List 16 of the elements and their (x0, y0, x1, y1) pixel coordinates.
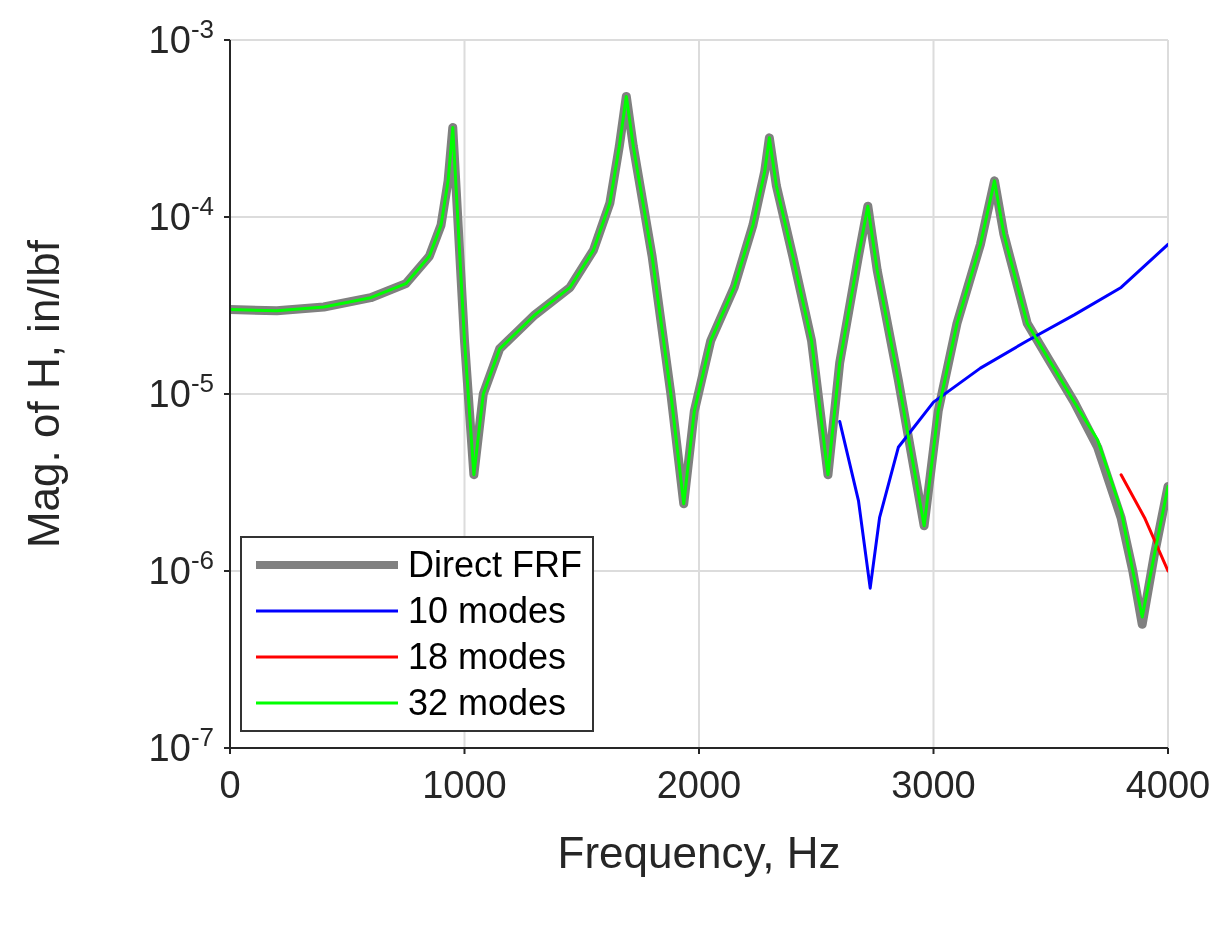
x-tick-label: 4000 (1125, 764, 1211, 806)
y-tick-label: 10$^{-4}$ (148, 191, 214, 238)
y-tick-label: 10$^{-3}$ (148, 14, 214, 61)
x-tick-label: 1000 (422, 764, 507, 806)
legend-label: Direct FRF (408, 544, 582, 586)
y-tick-label: 10$^{-5}$ (148, 368, 214, 415)
legend-label: 10 modes (408, 590, 567, 632)
legend-label: 18 modes (408, 636, 567, 678)
x-tick-label: 0 (219, 764, 241, 806)
x-tick-label: 3000 (891, 764, 976, 806)
y-axis-title: Mag. of H, in/lbf (18, 239, 68, 549)
x-tick-label: 2000 (656, 764, 742, 806)
x-axis-title: Frequency, Hz (557, 828, 841, 877)
legend-label: 32 modes (408, 682, 567, 724)
y-tick-label: 10$^{-6}$ (148, 545, 214, 592)
y-tick-label: 10$^{-7}$ (148, 722, 214, 769)
